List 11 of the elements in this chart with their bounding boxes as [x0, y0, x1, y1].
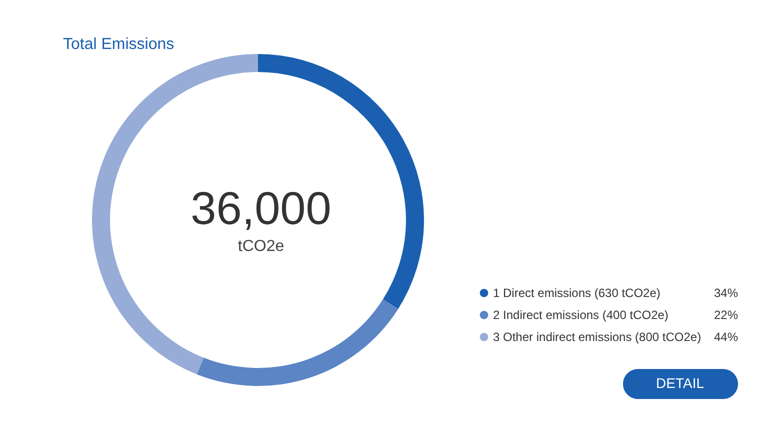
- data-label: 22%: [714, 308, 738, 322]
- legend-label: 1 Direct emissions (630 tCO2e): [493, 286, 660, 300]
- text: 36,000: [190, 182, 332, 234]
- legend-label: 3 Other indirect emissions (800 tCO2e): [493, 330, 702, 344]
- data-label: 34%: [714, 286, 738, 300]
- data-label: 44%: [714, 330, 738, 344]
- text: tCO2e: [238, 238, 284, 255]
- chart-title: Total Emissions: [63, 36, 174, 53]
- text: DETAIL: [656, 375, 704, 391]
- legend-label: 2 Indirect emissions (400 tCO2e): [493, 308, 668, 322]
- donut-slice: [196, 299, 398, 386]
